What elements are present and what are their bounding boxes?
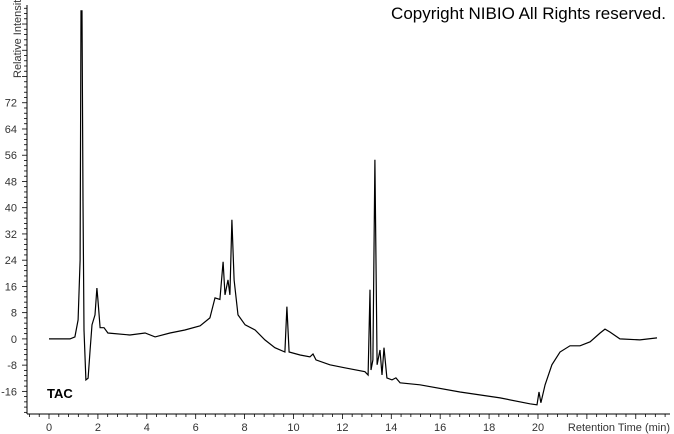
chromatogram-trace xyxy=(49,10,658,406)
y-tick-label: 48 xyxy=(5,176,17,188)
x-tick-label: 18 xyxy=(483,422,495,434)
y-tick-label: 16 xyxy=(5,281,17,293)
y-tick-label: 40 xyxy=(5,203,17,215)
x-tick-label: 0 xyxy=(46,422,52,434)
y-tick-label: 0 xyxy=(11,334,17,346)
y-tick-label: 32 xyxy=(5,229,17,241)
x-tick-label: 8 xyxy=(242,422,248,434)
y-tick-label: 8 xyxy=(11,308,17,320)
x-tick-label: 12 xyxy=(336,422,348,434)
y-tick-label: -16 xyxy=(1,386,17,398)
x-tick-label: 20 xyxy=(532,422,544,434)
x-tick-label: 2 xyxy=(95,422,101,434)
x-tick-label: 16 xyxy=(434,422,446,434)
x-tick-label: 4 xyxy=(144,422,150,434)
y-tick-label: 56 xyxy=(5,150,17,162)
trace-label: TAC xyxy=(47,386,73,401)
y-tick-label: -8 xyxy=(7,360,17,372)
y-tick-label: 24 xyxy=(5,255,17,267)
copyright-notice: Copyright NIBIO All Rights reserved. xyxy=(391,4,666,23)
y-axis-label: Relative Intensity xyxy=(12,0,24,78)
y-tick-label: 64 xyxy=(5,124,17,136)
x-tick-label: 6 xyxy=(193,422,199,434)
x-axis-label: Retention Time (min) xyxy=(568,422,670,434)
y-tick-label: 72 xyxy=(5,98,17,110)
x-tick-label: 14 xyxy=(385,422,397,434)
x-tick-label: 10 xyxy=(287,422,299,434)
